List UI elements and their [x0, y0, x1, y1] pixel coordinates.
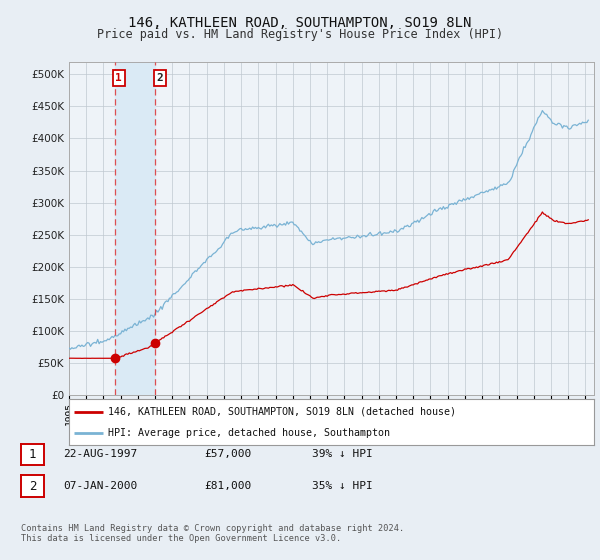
Text: 2: 2: [29, 479, 36, 493]
Text: £81,000: £81,000: [204, 481, 251, 491]
Text: 39% ↓ HPI: 39% ↓ HPI: [312, 449, 373, 459]
Text: HPI: Average price, detached house, Southampton: HPI: Average price, detached house, Sout…: [109, 428, 391, 438]
Text: Contains HM Land Registry data © Crown copyright and database right 2024.
This d: Contains HM Land Registry data © Crown c…: [21, 524, 404, 543]
Text: 1: 1: [29, 447, 36, 461]
Text: 1: 1: [115, 73, 122, 83]
Bar: [115, 62, 155, 395]
Text: 07-JAN-2000: 07-JAN-2000: [63, 481, 137, 491]
Text: 146, KATHLEEN ROAD, SOUTHAMPTON, SO19 8LN (detached house): 146, KATHLEEN ROAD, SOUTHAMPTON, SO19 8L…: [109, 407, 457, 417]
Text: 35% ↓ HPI: 35% ↓ HPI: [312, 481, 373, 491]
Text: Price paid vs. HM Land Registry's House Price Index (HPI): Price paid vs. HM Land Registry's House …: [97, 28, 503, 41]
Text: £57,000: £57,000: [204, 449, 251, 459]
Text: 2: 2: [157, 73, 163, 83]
Text: 22-AUG-1997: 22-AUG-1997: [63, 449, 137, 459]
Text: 146, KATHLEEN ROAD, SOUTHAMPTON, SO19 8LN: 146, KATHLEEN ROAD, SOUTHAMPTON, SO19 8L…: [128, 16, 472, 30]
